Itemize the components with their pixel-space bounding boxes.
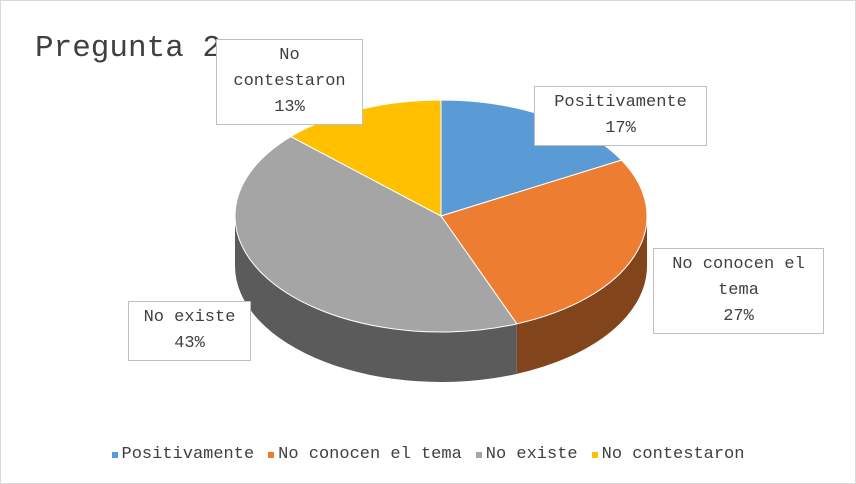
label-value: 43%: [174, 334, 205, 353]
legend-marker: [111, 451, 118, 458]
data-label: Positivamente 17%: [534, 86, 707, 146]
label-category: No contestaron: [233, 46, 346, 91]
data-label: No conocen el tema 27%: [653, 248, 824, 334]
label-value: 17%: [605, 119, 636, 138]
pie-slice-side: [235, 216, 517, 382]
pie-slice: [440, 159, 648, 325]
legend-marker: [268, 451, 275, 458]
legend-marker: [475, 451, 482, 458]
chart-title: Pregunta 2.: [35, 31, 240, 66]
label-category: No existe: [143, 308, 236, 327]
legend-label: No existe: [485, 445, 578, 464]
legend-label: No conocen el tema: [278, 445, 462, 464]
legend: Positivamente No conocen el tema No existe…: [1, 445, 855, 464]
legend-item: No existe: [475, 445, 578, 464]
label-category: Positivamente: [554, 93, 687, 112]
label-category: No conocen el tema: [672, 255, 805, 300]
legend-label: Positivamente: [121, 445, 255, 464]
pie-slice: [234, 136, 518, 333]
data-label: No contestaron 13%: [216, 39, 363, 125]
data-label: No existe 43%: [128, 301, 251, 361]
legend-label: No contestaron: [601, 445, 745, 464]
legend-item: Positivamente: [111, 445, 255, 464]
legend-marker: [591, 451, 598, 458]
label-value: 27%: [723, 307, 754, 326]
label-value: 13%: [274, 98, 305, 117]
legend-item: No conocen el tema: [268, 445, 462, 464]
pie-slice-side: [516, 216, 647, 374]
legend-item: No contestaron: [591, 445, 745, 464]
